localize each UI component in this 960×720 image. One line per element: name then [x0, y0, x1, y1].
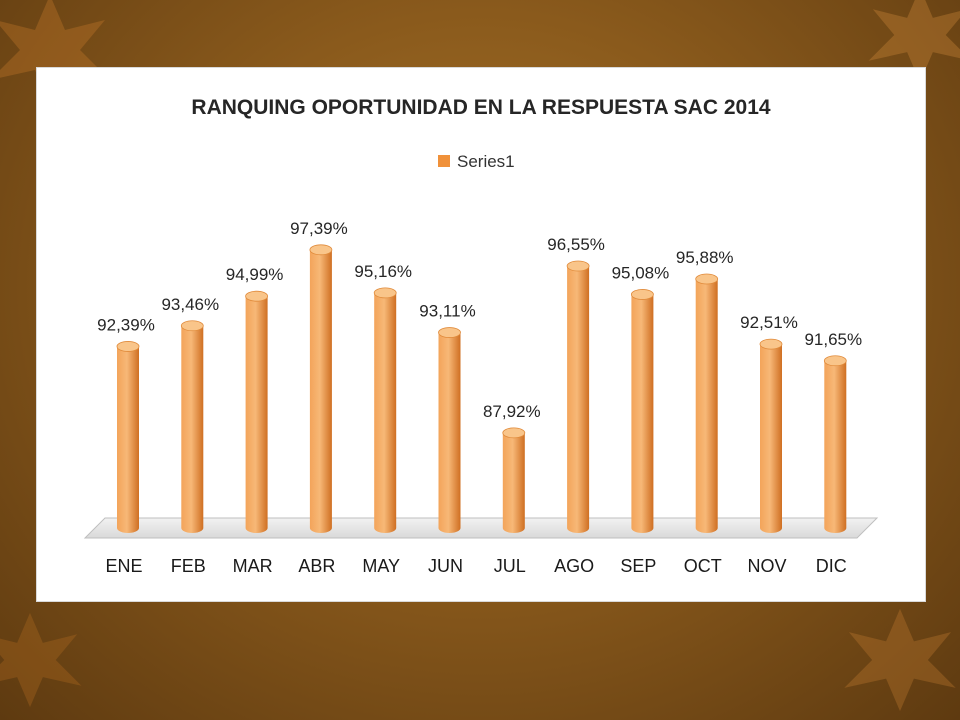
data-label: 92,39% [97, 315, 155, 334]
bar [438, 327, 461, 533]
category-label: ENE [105, 556, 142, 576]
bar-top [566, 260, 590, 272]
leaf-decoration-icon [844, 608, 956, 712]
bar-body [760, 344, 782, 533]
bar-body [567, 266, 590, 533]
data-label: 95,88% [676, 248, 734, 267]
category-label: JUN [428, 556, 463, 576]
bar [759, 338, 783, 533]
category-label: SEP [620, 556, 656, 576]
legend: Series1 [438, 152, 515, 171]
bar-top [631, 289, 654, 300]
chart-panel: RANQUING OPORTUNIDAD EN LA RESPUESTA SAC… [36, 67, 926, 602]
bar [245, 290, 269, 533]
bars-group [116, 244, 847, 533]
data-label: 92,51% [740, 313, 798, 332]
data-label: 93,11% [419, 302, 475, 321]
category-label: MAY [362, 556, 400, 576]
bar-body [502, 432, 525, 533]
bar-top [502, 427, 526, 439]
category-labels-group: ENE FEB MAR ABR MAY JUN JUL AGO SEP OCT NOV DIC [105, 556, 846, 576]
bar-top [180, 320, 204, 332]
leaf-decoration-icon [0, 0, 110, 105]
category-label: DIC [816, 556, 847, 576]
bar-body [245, 296, 268, 533]
bar-top [695, 273, 719, 285]
data-label: 91,65% [804, 330, 862, 349]
bar-top [245, 290, 269, 302]
category-label: JUL [494, 556, 526, 576]
bar [309, 244, 333, 533]
bar [695, 273, 719, 533]
bar-body [309, 249, 332, 533]
category-label: NOV [747, 556, 786, 576]
chart-title: RANQUING OPORTUNIDAD EN LA RESPUESTA SAC… [191, 96, 770, 119]
bar [502, 427, 526, 533]
bar [180, 320, 204, 533]
category-label: MAR [233, 556, 273, 576]
data-label: 94,99% [226, 265, 284, 284]
bar-body [631, 294, 654, 533]
data-label: 97,39% [290, 219, 348, 238]
category-label: OCT [684, 556, 722, 576]
data-label: 95,16% [354, 262, 412, 281]
bar-top [309, 244, 333, 256]
legend-label: Series1 [457, 152, 515, 171]
leaf-decoration-icon [868, 0, 960, 83]
bar-chart: RANQUING OPORTUNIDAD EN LA RESPUESTA SAC… [83, 96, 879, 576]
bar-body [695, 278, 718, 533]
bar-body [824, 360, 847, 533]
bar-body [374, 292, 397, 533]
bar [116, 341, 140, 533]
legend-swatch [438, 155, 450, 167]
data-label: 87,92% [483, 402, 541, 421]
bar-body [181, 325, 204, 533]
chart-floor [83, 517, 879, 539]
bar-top [373, 287, 397, 299]
bar [823, 355, 847, 533]
data-label: 95,08% [612, 263, 670, 282]
bar-top [438, 327, 461, 338]
bar-body [438, 332, 461, 533]
bar-top [823, 355, 847, 367]
data-label: 96,55% [547, 235, 605, 254]
bar [631, 289, 654, 533]
category-label: ABR [298, 556, 335, 576]
bar-top [116, 341, 140, 352]
bar [566, 260, 590, 533]
data-label: 93,46% [161, 295, 219, 314]
value-labels-group: 92,39% 93,46% 94,99% 97,39% 95,16% 93,11% 87,9… [97, 219, 862, 421]
leaf-decoration-icon [0, 612, 82, 708]
category-label: AGO [554, 556, 594, 576]
bar [373, 287, 397, 533]
bar-top [759, 338, 783, 350]
category-label: FEB [171, 556, 206, 576]
bar-body [117, 346, 139, 533]
